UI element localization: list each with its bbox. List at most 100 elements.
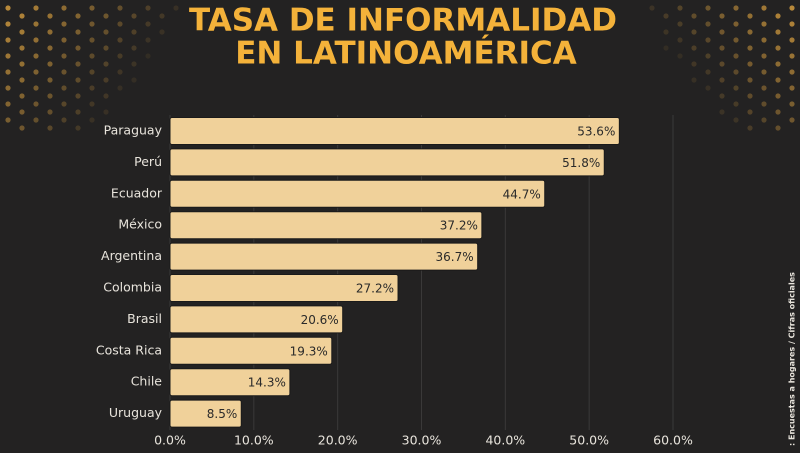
- dot: [789, 5, 795, 11]
- data-label: 14.3%: [248, 376, 286, 390]
- dot: [47, 13, 53, 19]
- dot: [89, 37, 95, 43]
- dot: [5, 21, 11, 27]
- y-tick-label: Colombia: [103, 280, 162, 295]
- bar: [169, 242, 479, 271]
- dot: [131, 29, 137, 35]
- dot: [61, 5, 67, 11]
- dot: [131, 77, 137, 83]
- dot: [33, 37, 39, 43]
- dot: [761, 21, 767, 27]
- dot: [145, 21, 151, 27]
- dot: [145, 53, 151, 59]
- dot: [61, 53, 67, 59]
- dot: [33, 101, 39, 107]
- dot: [33, 53, 39, 59]
- dot: [19, 13, 25, 19]
- dot: [89, 69, 95, 75]
- x-tick-label: 50.0%: [569, 433, 609, 448]
- dot: [705, 37, 711, 43]
- y-tick-label: Paraguay: [104, 123, 163, 138]
- dot: [19, 29, 25, 35]
- dot: [761, 37, 767, 43]
- chart-title: TASA DE INFORMALIDAD: [189, 3, 617, 39]
- dot: [789, 37, 795, 43]
- dot: [761, 101, 767, 107]
- dot: [61, 21, 67, 27]
- dot: [733, 53, 739, 59]
- dot: [719, 93, 725, 99]
- dot: [103, 77, 109, 83]
- dot: [75, 45, 81, 51]
- dot: [691, 13, 697, 19]
- data-label: 51.8%: [562, 156, 600, 170]
- dot: [33, 117, 39, 123]
- dot: [677, 21, 683, 27]
- dot: [789, 117, 795, 123]
- x-tick-label: 60.0%: [653, 433, 693, 448]
- dot: [789, 69, 795, 75]
- dot: [159, 29, 165, 35]
- dot: [103, 29, 109, 35]
- dot: [117, 53, 123, 59]
- decoration: [5, 5, 795, 131]
- dot: [677, 5, 683, 11]
- dot: [775, 29, 781, 35]
- dot: [145, 5, 151, 11]
- dot: [705, 5, 711, 11]
- bar: [169, 368, 291, 397]
- dot: [789, 53, 795, 59]
- dot: [117, 5, 123, 11]
- dot: [19, 109, 25, 115]
- dot: [47, 29, 53, 35]
- dot: [5, 69, 11, 75]
- dot: [775, 61, 781, 67]
- dot: [747, 13, 753, 19]
- y-tick-label: Uruguay: [109, 405, 163, 420]
- dot: [33, 21, 39, 27]
- dot: [159, 13, 165, 19]
- dot: [75, 61, 81, 67]
- data-label: 20.6%: [301, 313, 339, 327]
- dot: [719, 109, 725, 115]
- dot: [131, 13, 137, 19]
- x-tick-label: 10.0%: [234, 433, 274, 448]
- dot: [89, 117, 95, 123]
- dot: [19, 77, 25, 83]
- y-tick-label: Brasil: [127, 311, 162, 326]
- dot: [61, 37, 67, 43]
- dot: [663, 45, 669, 51]
- dot: [117, 21, 123, 27]
- dot: [649, 5, 655, 11]
- dot: [733, 101, 739, 107]
- dot: [663, 13, 669, 19]
- dot: [705, 69, 711, 75]
- dot: [705, 21, 711, 27]
- dot: [131, 61, 137, 67]
- dot: [5, 53, 11, 59]
- dot: [733, 21, 739, 27]
- dot: [103, 45, 109, 51]
- dot: [61, 117, 67, 123]
- dot: [775, 93, 781, 99]
- dot: [75, 77, 81, 83]
- dot: [691, 45, 697, 51]
- dot: [789, 21, 795, 27]
- dot: [33, 69, 39, 75]
- dot: [103, 13, 109, 19]
- dot: [677, 53, 683, 59]
- dot: [75, 125, 81, 131]
- bar: [169, 305, 344, 334]
- dot: [747, 29, 753, 35]
- dot: [719, 13, 725, 19]
- dot: [747, 61, 753, 67]
- y-tick-label: Ecuador: [111, 185, 163, 200]
- dot: [761, 85, 767, 91]
- dot: [47, 125, 53, 131]
- x-tick-label: 40.0%: [485, 433, 525, 448]
- dot: [5, 85, 11, 91]
- dot: [47, 109, 53, 115]
- dot: [719, 61, 725, 67]
- data-label: 44.7%: [503, 187, 541, 201]
- dot: [103, 93, 109, 99]
